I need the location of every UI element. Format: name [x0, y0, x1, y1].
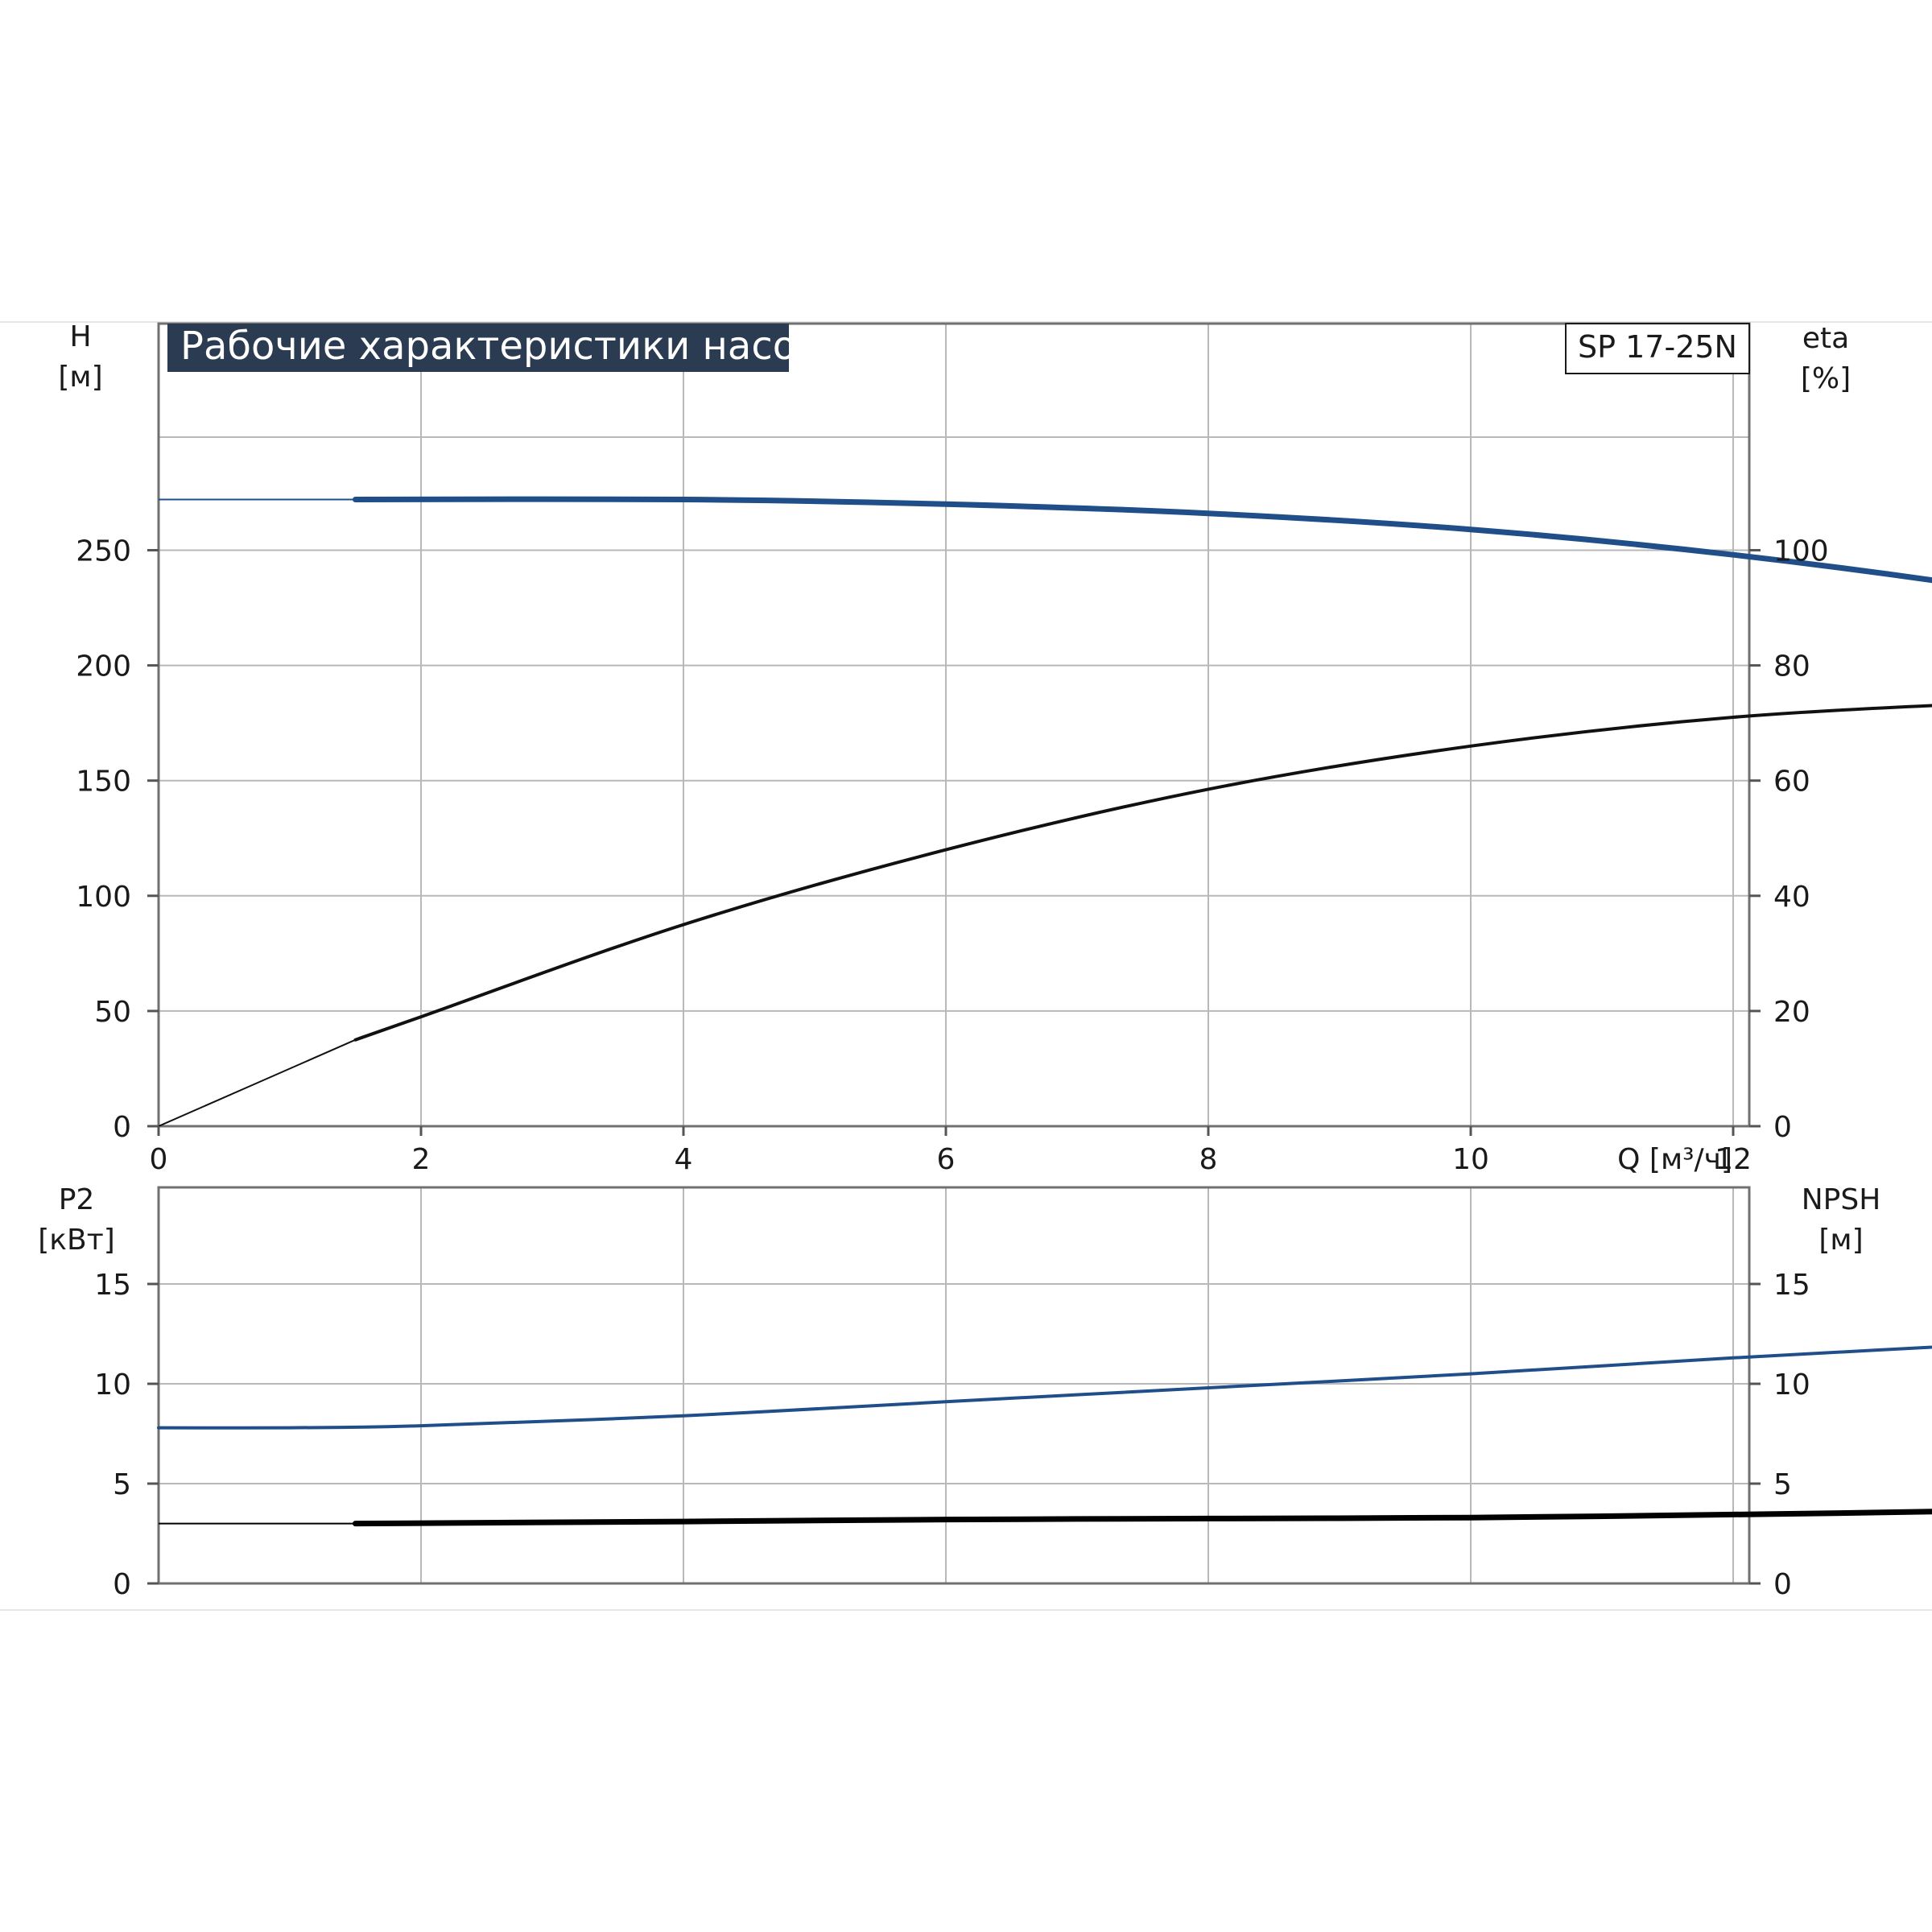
head-curve [353, 496, 1932, 584]
eta-axis-tick-label: 80 [1773, 650, 1810, 683]
npsh-axis-tick-label: 5 [1773, 1468, 1792, 1501]
npsh-axis-name: NPSH [1802, 1183, 1881, 1216]
p2-axis-tick-label: 10 [94, 1368, 131, 1402]
eta-axis-tick-label: 100 [1773, 535, 1829, 568]
p2-axis-tick-label: 0 [113, 1568, 131, 1601]
lower-plot-frame [157, 1186, 1751, 1585]
npsh-axis-tick-label: 15 [1773, 1269, 1810, 1302]
h-axis-tick-label: 0 [113, 1111, 131, 1144]
upper-plot-frame [157, 322, 1751, 1128]
h-axis-tick-label: 250 [76, 535, 131, 568]
p2-axis-unit: [кВт] [38, 1224, 115, 1257]
lower-grid [159, 1187, 1749, 1583]
p2-axis-tick-label: 5 [113, 1468, 131, 1501]
model-label: SP 17-25N [1578, 329, 1737, 365]
eta-axis-tick-label: 60 [1773, 766, 1810, 799]
npsh-axis-tick-label: 10 [1773, 1368, 1810, 1402]
upper-left-axis-ticks: 0 50 100 150 200 250 [76, 535, 159, 1144]
lower-right-axis-ticks: 0 5 10 15 [1749, 1269, 1810, 1601]
h-axis-name: H [69, 320, 91, 353]
x-tick-label: 6 [937, 1143, 956, 1176]
h-axis-tick-label: 150 [76, 766, 131, 799]
lower-series-group [157, 1345, 1932, 1527]
npsh-curve [353, 1509, 1932, 1527]
eta-axis-tick-label: 20 [1773, 996, 1810, 1029]
model-label-box [1565, 323, 1750, 374]
upper-right-axis-ticks: 0 20 40 60 80 100 [1749, 535, 1829, 1144]
lower-left-axis-ticks: 0 5 10 15 [94, 1269, 159, 1601]
x-tick-label: 4 [675, 1143, 693, 1176]
x-axis-ticks: 02468101214161820 [150, 1126, 1752, 1176]
efficiency-curve [353, 704, 1932, 1042]
p2-axis-name: P2 [59, 1183, 95, 1216]
power-curve [157, 1345, 1932, 1430]
eta-axis-unit: [%] [1801, 362, 1851, 395]
p2-axis-tick-label: 15 [94, 1269, 131, 1302]
x-tick-label: 12 [1715, 1143, 1752, 1176]
x-tick-label: 2 [412, 1143, 431, 1176]
h-axis-tick-label: 200 [76, 650, 131, 683]
h-axis-tick-label: 100 [76, 881, 131, 914]
x-tick-label: 8 [1199, 1143, 1218, 1176]
h-axis-unit: [м] [58, 361, 102, 394]
title-banner [167, 324, 789, 372]
h-axis-tick-label: 50 [94, 996, 131, 1029]
npsh-axis-tick-label: 0 [1773, 1568, 1792, 1601]
npsh-axis-unit: [м] [1818, 1224, 1863, 1257]
x-tick-label: 10 [1452, 1143, 1489, 1176]
upper-grid [159, 324, 1749, 1126]
eta-axis-name: eta [1802, 322, 1849, 355]
x-axis-label: Q [м³/ч] [1617, 1143, 1732, 1176]
eta-axis-tick-label: 0 [1773, 1111, 1792, 1144]
chart-title: Рабочие характеристики насоса [180, 324, 841, 369]
efficiency-curve-lead-in [158, 1038, 356, 1127]
x-tick-label: 0 [150, 1143, 168, 1176]
eta-axis-tick-label: 40 [1773, 881, 1810, 914]
upper-series-group [158, 496, 1932, 1127]
